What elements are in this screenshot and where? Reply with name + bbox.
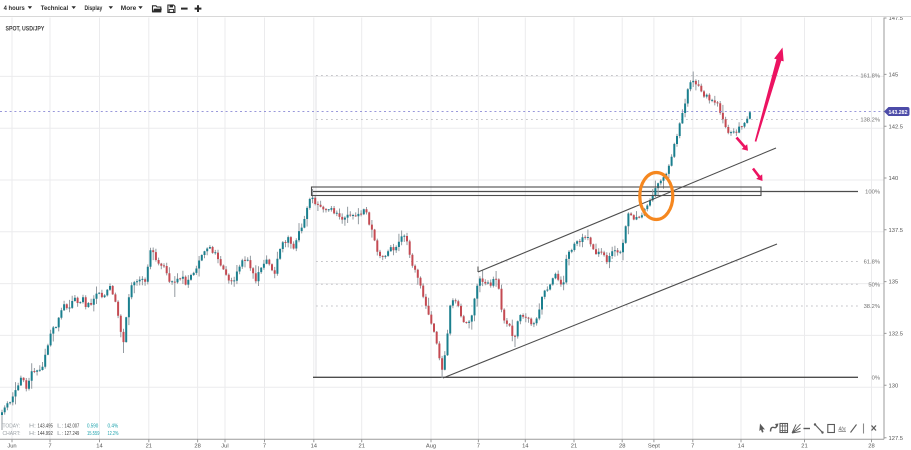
svg-text:100%: 100%	[865, 190, 880, 196]
svg-text:7: 7	[477, 444, 480, 450]
svg-text:7: 7	[691, 444, 694, 450]
svg-text:28: 28	[619, 444, 625, 450]
svg-text:Abc: Abc	[838, 426, 846, 432]
svg-text:21: 21	[358, 444, 364, 450]
svg-text:More: More	[121, 5, 137, 12]
svg-text:138.2%: 138.2%	[860, 118, 880, 124]
svg-text:21: 21	[571, 444, 577, 450]
svg-text:143.495: 143.495	[38, 423, 53, 429]
svg-text:132.5: 132.5	[889, 332, 904, 338]
svg-text:143.282: 143.282	[889, 110, 908, 116]
svg-text:144.992: 144.992	[38, 431, 53, 437]
svg-text:L:: L:	[57, 431, 64, 437]
svg-text:Jun: Jun	[7, 444, 16, 450]
svg-text:145: 145	[889, 73, 899, 79]
svg-text:21: 21	[801, 444, 807, 450]
svg-text:147.5: 147.5	[889, 16, 904, 22]
svg-text:12.2%: 12.2%	[108, 431, 119, 437]
svg-text:0%: 0%	[872, 376, 880, 382]
svg-text:28: 28	[194, 444, 200, 450]
svg-text:4 hours: 4 hours	[4, 5, 25, 12]
svg-text:0.590: 0.590	[87, 423, 98, 429]
svg-text:14: 14	[738, 444, 745, 450]
svg-text:14: 14	[311, 444, 318, 450]
svg-text:0.4%: 0.4%	[108, 423, 119, 429]
svg-text:CHART:: CHART:	[3, 431, 21, 437]
svg-text:7: 7	[48, 444, 51, 450]
svg-text:H:: H:	[29, 431, 37, 437]
svg-text:Sept: Sept	[648, 444, 660, 450]
svg-text:137.5: 137.5	[889, 228, 904, 234]
svg-text:161.8%: 161.8%	[860, 74, 880, 80]
svg-text:Aug: Aug	[426, 444, 436, 450]
svg-text:7: 7	[263, 444, 266, 450]
svg-text:Technical: Technical	[41, 5, 69, 12]
svg-text:38.2%: 38.2%	[864, 304, 880, 310]
svg-text:142.5: 142.5	[889, 124, 904, 130]
svg-text:Jul: Jul	[221, 444, 228, 450]
svg-text:130: 130	[889, 383, 899, 389]
svg-text:L:: L:	[57, 423, 64, 429]
svg-text:21: 21	[146, 444, 152, 450]
svg-text:SPOT, USD/JPY: SPOT, USD/JPY	[6, 26, 45, 33]
svg-text:Display: Display	[85, 5, 103, 12]
svg-text:50%: 50%	[868, 283, 880, 289]
svg-text:127.5: 127.5	[889, 436, 904, 442]
svg-text:140: 140	[889, 176, 899, 182]
svg-text:15.559: 15.559	[87, 431, 100, 437]
svg-text:28: 28	[868, 444, 874, 450]
svg-text:142.007: 142.007	[65, 423, 80, 429]
svg-text:127.249: 127.249	[65, 431, 80, 437]
svg-text:14: 14	[522, 444, 529, 450]
svg-text:TODAY:: TODAY:	[3, 423, 21, 429]
svg-text:61.8%: 61.8%	[864, 260, 880, 266]
svg-text:14: 14	[96, 444, 103, 450]
svg-text:135: 135	[889, 280, 899, 286]
svg-text:H:: H:	[29, 423, 37, 429]
